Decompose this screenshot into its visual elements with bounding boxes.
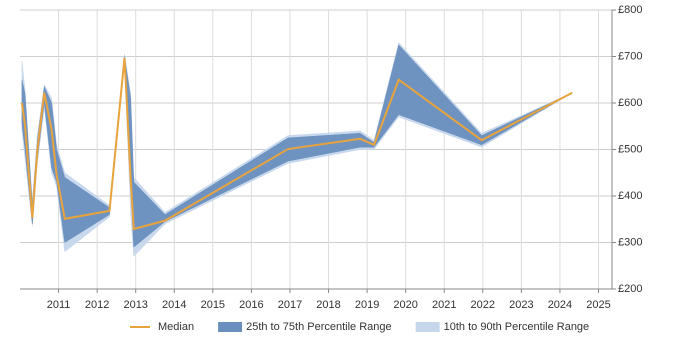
x-tick-label: 2020 (393, 299, 417, 311)
x-tick-label: 2012 (85, 299, 109, 311)
x-tick-label: 2017 (278, 299, 302, 311)
y-tick-label: £600 (618, 97, 642, 109)
legend-label: Median (158, 321, 194, 333)
percentile-band (21, 44, 573, 248)
x-tick-label: 2018 (316, 299, 340, 311)
legend-label: 10th to 90th Percentile Range (444, 321, 590, 333)
y-tick-label: £800 (618, 4, 642, 16)
x-tick-label: 2011 (47, 299, 71, 311)
x-tick-label: 2019 (355, 299, 379, 311)
x-tick-label: 2021 (432, 299, 456, 311)
x-tick-label: 2022 (471, 299, 495, 311)
legend-label: 25th to 75th Percentile Range (246, 321, 392, 333)
x-tick-label: 2014 (162, 299, 186, 311)
x-tick-label: 2025 (586, 299, 610, 311)
x-tick-label: 2015 (201, 299, 225, 311)
legend-swatch (218, 322, 243, 332)
x-tick-label: 2013 (123, 299, 147, 311)
x-tick-label: 2023 (509, 299, 533, 311)
median-line (20, 57, 573, 231)
y-tick-label: £200 (618, 283, 642, 295)
x-tick-label: 2016 (239, 299, 263, 311)
y-tick-label: £500 (618, 143, 642, 155)
y-tick-label: £700 (618, 50, 642, 62)
x-tick-label: 2024 (548, 299, 572, 311)
legend-swatch (415, 322, 440, 332)
y-tick-label: £300 (618, 236, 642, 248)
y-tick-label: £400 (618, 190, 642, 202)
